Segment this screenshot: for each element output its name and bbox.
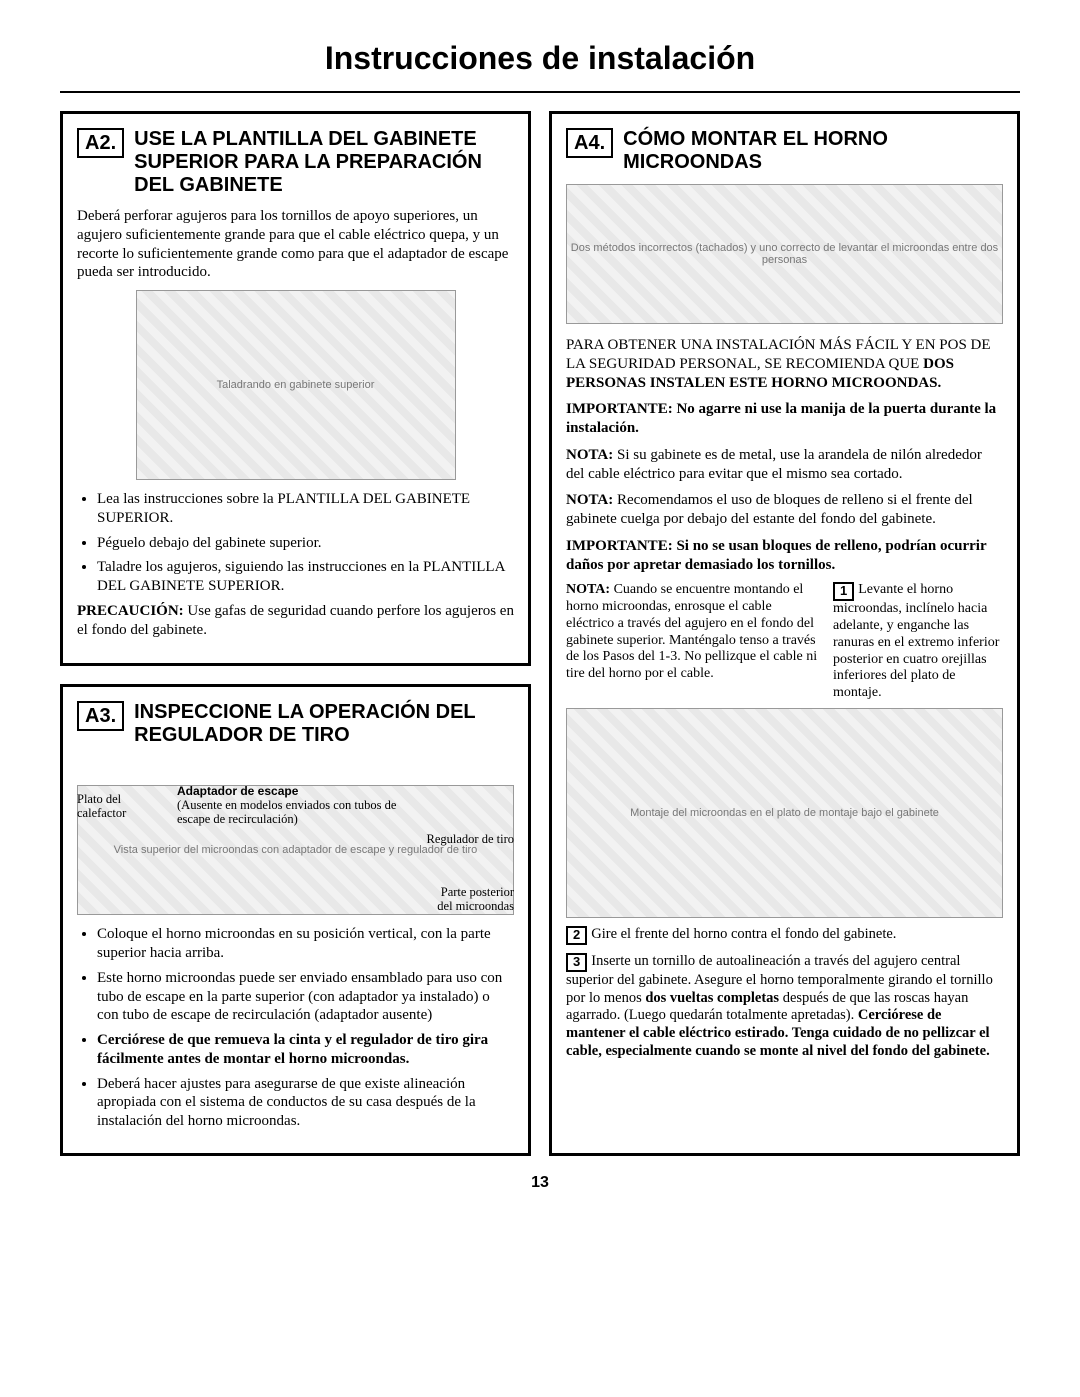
- panel-a3: A3. INSPECCIONE LA OPERACIÓN DEL REGULAD…: [60, 684, 531, 1156]
- panel-title-a3: INSPECCIONE LA OPERACIÓN DEL REGULADOR D…: [134, 701, 514, 747]
- a4-nota2: NOTA: Recomendamos el uso de bloques de …: [566, 491, 1003, 529]
- title-divider: [60, 91, 1020, 93]
- panel-title-a4: CÓMO MONTAR EL HORNO MICROONDAS: [623, 128, 1003, 174]
- list-item: Este horno microondas puede ser enviado …: [97, 969, 514, 1025]
- left-column: A2. USE LA PLANTILLA DEL GABINETE SUPERI…: [60, 111, 531, 1156]
- a2-bullet-list: Lea las instrucciones sobre la PLANTILLA…: [77, 490, 514, 596]
- two-column-layout: A2. USE LA PLANTILLA DEL GABINETE SUPERI…: [60, 111, 1020, 1156]
- a4-nota1: NOTA: Si su gabinete es de metal, use la…: [566, 446, 1003, 484]
- page-number: 13: [60, 1174, 1020, 1192]
- a4-important-2: IMPORTANTE: Si no se usan bloques de rel…: [566, 537, 1003, 575]
- list-item: Péguelo debajo del gabinete superior.: [97, 534, 514, 553]
- label-regulador: Regulador de tiro: [427, 833, 514, 847]
- a2-intro: Deberá perforar agujeros para los tornil…: [77, 207, 514, 282]
- nota-label: NOTA:: [566, 582, 610, 597]
- inline-step-1: 1: [833, 582, 854, 601]
- list-item: Deberá hacer ajustes para asegurarse de …: [97, 1075, 514, 1131]
- nota-label: NOTA:: [566, 492, 613, 508]
- step-badge-a4: A4.: [566, 128, 613, 158]
- a4-step2: 2Gire el frente del horno contra el fond…: [566, 926, 1003, 945]
- a3-bullet-list: Coloque el horno microondas en su posici…: [77, 925, 514, 1131]
- step2-text: Gire el frente del horno contra el fondo…: [591, 926, 896, 942]
- step-badge-a2: A2.: [77, 128, 124, 158]
- figure-a2-drill: Taladrando en gabinete superior: [136, 290, 456, 480]
- a4-nota3-and-step1: NOTA: Cuando se encuentre montando el ho…: [566, 582, 1003, 702]
- label-parte-posterior: Parte posterior del microondas: [437, 886, 514, 914]
- inline-step-2: 2: [566, 926, 587, 945]
- step-badge-a3: A3.: [77, 701, 124, 731]
- right-column: A4. CÓMO MONTAR EL HORNO MICROONDAS Dos …: [549, 111, 1020, 1156]
- a3-figure-wrap: Plato del calefactor Adaptador de escape…: [77, 785, 514, 915]
- list-item: Coloque el horno microondas en su posici…: [97, 925, 514, 963]
- panel-a4: A4. CÓMO MONTAR EL HORNO MICROONDAS Dos …: [549, 111, 1020, 1156]
- a4-step3: 3Inserte un tornillo de autoalineación a…: [566, 953, 1003, 1060]
- list-item: Lea las instrucciones sobre la PLANTILLA…: [97, 490, 514, 528]
- inline-step-3: 3: [566, 953, 587, 972]
- step3-bold1: dos vueltas completas: [645, 990, 779, 1006]
- nota-text: Recomendamos el uso de bloques de rellen…: [566, 492, 973, 527]
- a4-step1: 1Levante el horno microondas, inclínelo …: [833, 582, 1003, 702]
- page-title: Instrucciones de instalación: [60, 40, 1020, 77]
- a4-important-1: IMPORTANTE: No agarre ni use la manija d…: [566, 400, 1003, 438]
- nota-text: Si su gabinete es de metal, use la arand…: [566, 447, 982, 482]
- step1-text: Levante el horno microondas, inclínelo h…: [833, 582, 999, 700]
- figure-a4-lifting: Dos métodos incorrectos (tachados) y uno…: [566, 184, 1003, 324]
- panel-title-a2: USE LA PLANTILLA DEL GABINETE SUPERIOR P…: [134, 128, 514, 197]
- list-item: Taladre los agujeros, siguiendo las inst…: [97, 558, 514, 596]
- label-plato: Plato del calefactor: [77, 793, 126, 821]
- nota-label: NOTA:: [566, 447, 613, 463]
- panel-a2: A2. USE LA PLANTILLA DEL GABINETE SUPERI…: [60, 111, 531, 666]
- figure-a4-mount: Montaje del microondas en el plato de mo…: [566, 708, 1003, 918]
- label-adaptador-title: Adaptador de escape: [177, 784, 298, 798]
- label-adaptador: Adaptador de escape (Ausente en modelos …: [177, 785, 427, 826]
- caution-label: PRECAUCIÓN:: [77, 603, 184, 619]
- label-adaptador-note: (Ausente en modelos enviados con tubos d…: [177, 798, 396, 826]
- a4-nota3: NOTA: Cuando se encuentre montando el ho…: [566, 582, 823, 683]
- list-item: Cerciórese de que remueva la cinta y el …: [97, 1031, 514, 1069]
- a4-recommendation: PARA OBTENER UNA INSTALACIÓN MÁS FÁCIL Y…: [566, 336, 1003, 392]
- a2-caution: PRECAUCIÓN: Use gafas de seguridad cuand…: [77, 602, 514, 640]
